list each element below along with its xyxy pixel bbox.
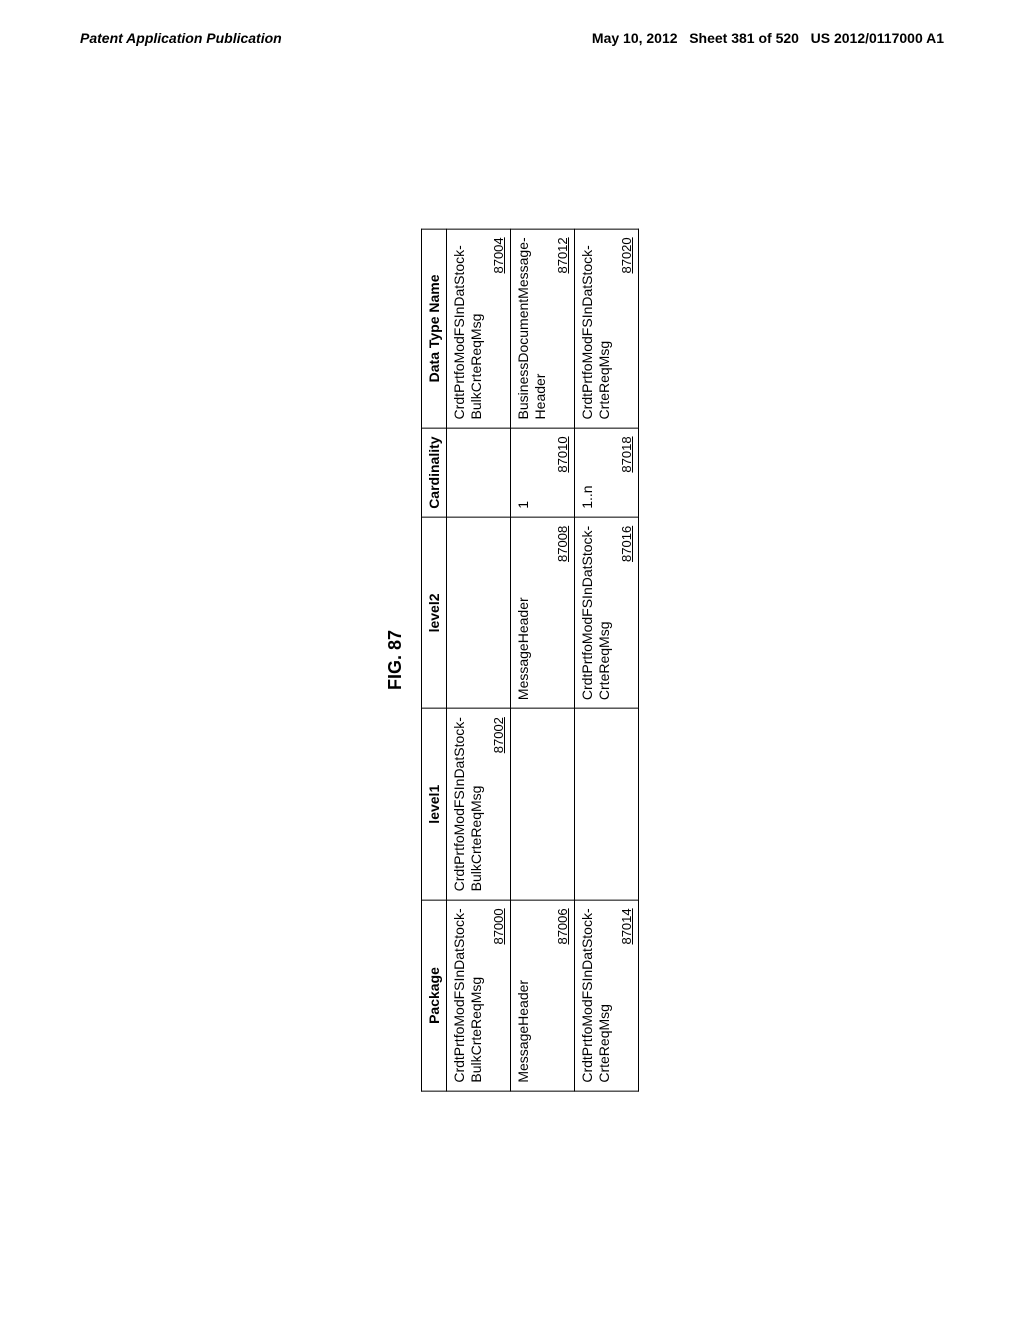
- header-sheet: Sheet 381 of 520: [689, 30, 799, 46]
- cell-ref: 87018: [619, 436, 634, 508]
- cell-ref: 87012: [555, 237, 570, 419]
- data-table: Package level1 level2 Cardinality Data T…: [421, 228, 639, 1091]
- cell-text: CrdtPrtfoModFSInDatStock-CrteReqMsg: [579, 237, 613, 419]
- cell-text: 1: [515, 436, 532, 508]
- cell-text: CrdtPrtfoModFSInDatStock-CrteReqMsg: [579, 908, 613, 1082]
- col-header-level1: level1: [422, 709, 447, 900]
- cell-ref: 87006: [555, 908, 570, 1082]
- cell-ref: 87004: [491, 237, 506, 419]
- cell-ref: 87000: [491, 908, 506, 1082]
- cell-text: CrdtPrtfoModFSInDatStock-BulkCrteReqMsg: [451, 717, 485, 891]
- cell-text: CrdtPrtfoModFSInDatStock-BulkCrteReqMsg: [451, 237, 485, 419]
- header-docnum: US 2012/0117000 A1: [811, 30, 944, 46]
- col-header-package: Package: [422, 900, 447, 1091]
- col-header-level2: level2: [422, 517, 447, 708]
- table-header-row: Package level1 level2 Cardinality Data T…: [422, 229, 447, 1091]
- cell-ref: 87008: [555, 526, 570, 700]
- cell-text: CrdtPrtfoModFSInDatStock-BulkCrteReqMsg: [451, 908, 485, 1082]
- cell-ref: 87010: [555, 436, 570, 508]
- cell-ref: 87016: [619, 526, 634, 700]
- cell-text: MessageHeader: [515, 526, 532, 700]
- figure-content: FIG. 87 Package level1 level2 Cardinalit…: [385, 228, 639, 1091]
- table-row: CrdtPrtfoModFSInDatStock-CrteReqMsg 87014…: [575, 229, 639, 1091]
- figure-title: FIG. 87: [385, 228, 406, 1091]
- cell-ref: 87014: [619, 908, 634, 1082]
- header-right: May 10, 2012 Sheet 381 of 520 US 2012/01…: [592, 30, 944, 46]
- header-date: May 10, 2012: [592, 30, 678, 46]
- cell-text: CrdtPrtfoModFSInDatStock-CrteReqMsg: [579, 526, 613, 700]
- cell-ref: 87002: [491, 717, 506, 891]
- col-header-cardinality: Cardinality: [422, 428, 447, 517]
- cell-text: 1..n: [579, 436, 596, 508]
- page-header: Patent Application Publication May 10, 2…: [0, 0, 1024, 56]
- header-publication: Patent Application Publication: [80, 30, 282, 46]
- cell-text: MessageHeader: [515, 908, 532, 1082]
- cell-ref: 87020: [619, 237, 634, 419]
- table-row: MessageHeader 87006 MessageHeader 87008 18…: [511, 229, 575, 1091]
- table-row: CrdtPrtfoModFSInDatStock-BulkCrteReqMsg8…: [447, 229, 511, 1091]
- cell-text: BusinessDocumentMessage-Header: [515, 237, 549, 419]
- col-header-datatype: Data Type Name: [422, 229, 447, 428]
